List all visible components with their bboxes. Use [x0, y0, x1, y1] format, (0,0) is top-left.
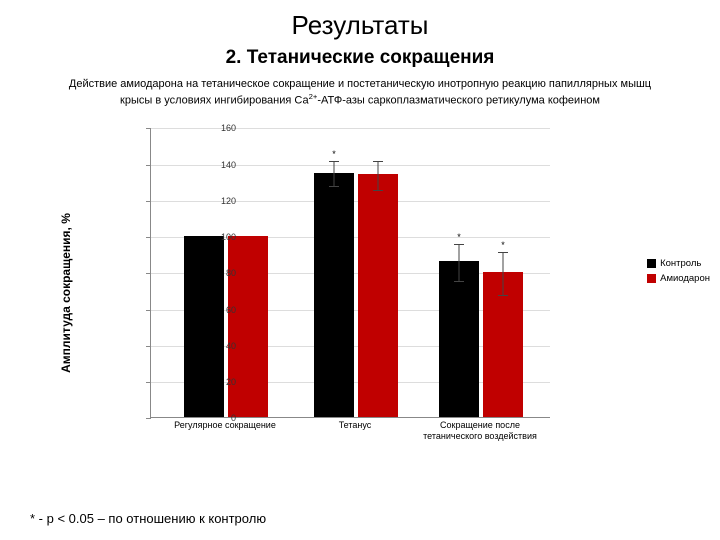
error-cap [373, 161, 383, 162]
error-bar [459, 244, 460, 280]
significance-star: * [501, 240, 505, 250]
plot-area: * * * [150, 128, 550, 418]
error-cap [498, 295, 508, 296]
y-tick-label: 120 [221, 196, 236, 206]
error-cap [498, 252, 508, 253]
y-tick-label: 60 [226, 305, 236, 315]
desc-post: -АТФ-азы саркоплазматического ретикулума… [317, 95, 600, 107]
chart-container: Амплитуда сокращения, % *** Контроль Ами… [80, 118, 640, 468]
y-tickmark [146, 310, 151, 311]
gridline [151, 128, 550, 129]
error-cap [329, 161, 339, 162]
x-category-label: Регулярное сокращение [160, 420, 290, 430]
x-category-label: Тетанус [290, 420, 420, 430]
error-cap [373, 190, 383, 191]
y-tickmark [146, 165, 151, 166]
y-tickmark [146, 382, 151, 383]
legend-item-amiodarone: Амиодарон [647, 273, 710, 284]
error-bar [503, 252, 504, 296]
section-subtitle: 2. Тетанические сокращения [30, 47, 690, 69]
legend-swatch-control [647, 259, 656, 268]
bar-control [314, 173, 354, 418]
legend-item-control: Контроль [647, 258, 710, 269]
error-cap [454, 244, 464, 245]
y-axis-label: Амплитуда сокращения, % [59, 213, 73, 373]
error-bar [378, 161, 379, 190]
legend-label-amiodarone: Амиодарон [660, 273, 710, 284]
x-category-label: Сокращение после тетанического воздейств… [415, 420, 545, 441]
bar-control [184, 236, 224, 417]
error-cap [454, 281, 464, 282]
y-tickmark [146, 418, 151, 419]
footnote: * - p < 0.05 – по отношению к контролю [30, 511, 266, 526]
y-tickmark [146, 237, 151, 238]
y-tick-label: 100 [221, 232, 236, 242]
significance-star: * [457, 232, 461, 242]
gridline [151, 165, 550, 166]
y-tick-label: 160 [221, 123, 236, 133]
y-tickmark [146, 128, 151, 129]
y-tickmark [146, 201, 151, 202]
chart-description: Действие амиодарона на тетаническое сокр… [58, 77, 662, 108]
bar-control [439, 261, 479, 417]
y-tick-label: 40 [226, 341, 236, 351]
page-title: Результаты [30, 10, 690, 41]
bar-amiodarone [358, 174, 398, 417]
y-tickmark [146, 346, 151, 347]
y-tickmark [146, 273, 151, 274]
y-tick-label: 20 [226, 377, 236, 387]
y-tick-label: 140 [221, 160, 236, 170]
legend-swatch-amiodarone [647, 274, 656, 283]
bar-amiodarone [228, 236, 268, 417]
error-cap [329, 186, 339, 187]
error-bar [334, 161, 335, 186]
legend: Контроль Амиодарон [647, 258, 710, 288]
legend-label-control: Контроль [660, 258, 701, 269]
y-tick-label: 80 [226, 268, 236, 278]
significance-star: * [332, 149, 336, 159]
